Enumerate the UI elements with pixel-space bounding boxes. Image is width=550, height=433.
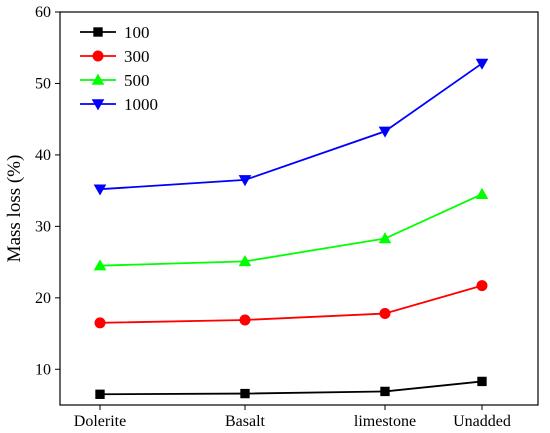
legend-label: 300	[124, 47, 150, 66]
y-tick-label: 40	[35, 147, 51, 164]
series-layer	[93, 58, 489, 399]
legend-label: 500	[124, 71, 150, 90]
legend-item: 1000	[80, 95, 158, 114]
data-point	[238, 175, 252, 187]
legend-item: 500	[80, 71, 150, 90]
data-point	[380, 386, 390, 397]
legend-marker	[93, 27, 103, 37]
y-tick-label: 20	[35, 290, 51, 307]
data-point	[378, 232, 392, 244]
legend-label: 1000	[124, 95, 158, 114]
data-point	[238, 255, 252, 267]
legend-marker	[92, 50, 104, 62]
data-point	[93, 184, 107, 196]
series-100	[95, 376, 487, 399]
x-tick-label: Basalt	[225, 413, 266, 430]
y-tick-label: 30	[35, 218, 51, 235]
data-point	[475, 187, 489, 199]
series-line	[99, 380, 483, 396]
legend-marker	[91, 99, 105, 111]
y-axis: 10 20 30 40 50 60	[35, 4, 60, 378]
y-axis-title: Mass loss (%)	[4, 155, 25, 263]
series-300	[94, 280, 488, 329]
data-point	[476, 280, 488, 292]
data-point	[475, 58, 489, 70]
data-point	[239, 314, 251, 326]
series-1000	[93, 58, 489, 196]
legend: 100 300 500 1000	[80, 23, 158, 114]
data-point	[477, 376, 487, 387]
x-tick-label: Unadded	[453, 413, 511, 430]
series-line	[99, 284, 483, 324]
series-line	[99, 62, 483, 191]
data-point	[378, 126, 392, 138]
data-point	[379, 308, 391, 320]
x-tick-label: limestone	[354, 413, 416, 430]
data-point	[93, 259, 107, 271]
data-point	[94, 317, 106, 329]
series-500	[93, 187, 489, 271]
plot-frame	[59, 11, 539, 406]
series-line	[99, 193, 483, 267]
data-point	[95, 389, 105, 399]
plot-border	[59, 11, 539, 406]
y-tick-label: 10	[35, 361, 51, 378]
y-tick-label: 50	[35, 75, 51, 92]
x-tick-label: Dolerite	[74, 413, 126, 430]
legend-item: 100	[80, 23, 150, 42]
y-tick-label: 60	[35, 4, 51, 21]
legend-item: 300	[80, 47, 150, 66]
data-point	[240, 388, 250, 399]
legend-label: 100	[124, 23, 150, 42]
x-axis: Dolerite Basalt limestone Unadded	[74, 405, 511, 430]
legend-marker	[91, 73, 105, 85]
